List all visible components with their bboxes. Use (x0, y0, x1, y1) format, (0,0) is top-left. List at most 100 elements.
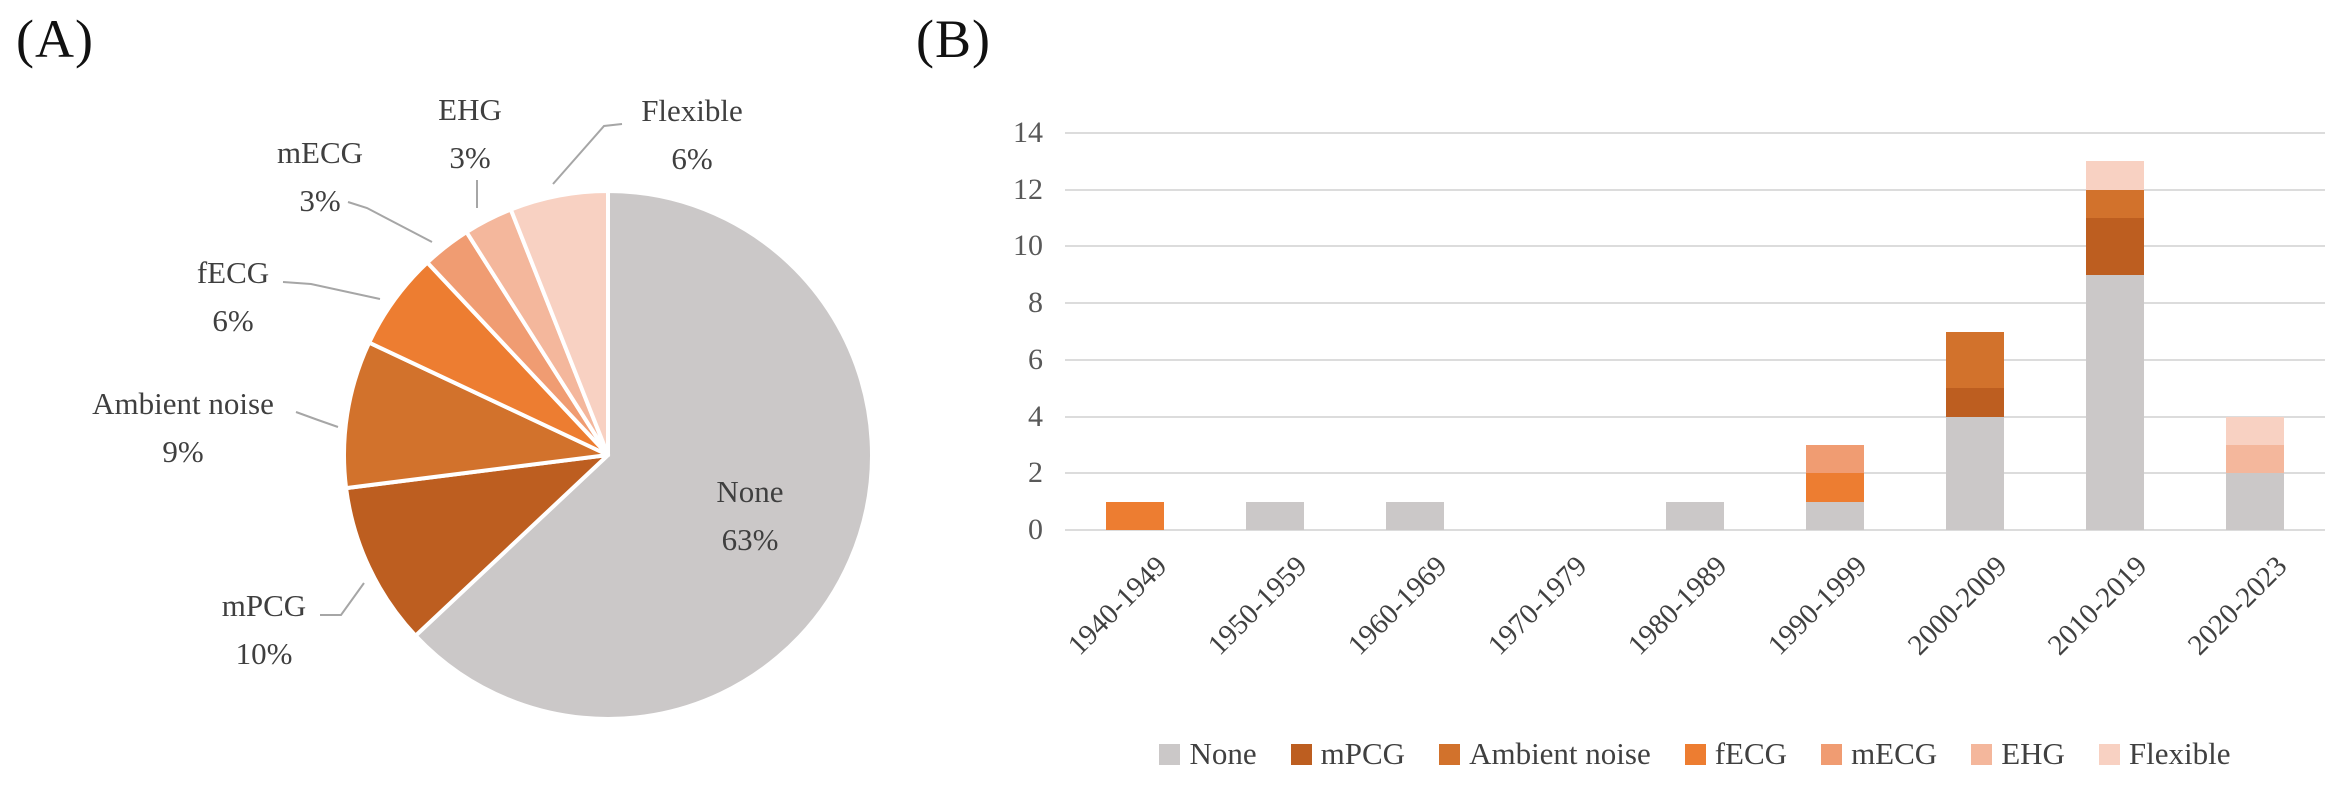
pie-label-fecg: fECG 6% (83, 249, 383, 345)
pie-slice-mpcg (344, 453, 610, 638)
gridline-y-12 (1065, 188, 2325, 191)
x-axis-tick-1940-1949: 1940-1949 (1062, 550, 1174, 662)
y-axis-tick-14: 14 (1013, 116, 1043, 149)
legend-label: Flexible (2128, 736, 2231, 771)
bar-1950-1959 (1246, 501, 1304, 530)
bar-2020-2023 (2226, 416, 2284, 530)
bar-1990-1999 (1806, 444, 1864, 530)
legend-swatch-ehg (1971, 743, 1993, 765)
bar-1960-1969 (1386, 501, 1444, 530)
legend-swatch-mpcg (1290, 743, 1312, 765)
gridline-y-8 (1065, 302, 2325, 305)
bar-chart-legend: None mPCG Ambient noise fECG mECG EHG Flexible (1065, 736, 2325, 772)
pie-label-percent: 6% (671, 141, 713, 176)
pie-leader-line-ambient-noise (295, 411, 339, 428)
bar-segment-2000-2009-mpcg (1946, 388, 2004, 417)
pie-label-name: fECG (196, 255, 270, 290)
y-axis-tick-12: 12 (1013, 172, 1043, 206)
gridline-y-14 (1065, 132, 2325, 134)
legend-item-fecg: fECG (1684, 736, 1788, 772)
bar-segment-2010-2019-flexible (2086, 161, 2144, 190)
pie-label-name: EHG (438, 92, 502, 127)
pie-label-name: mECG (276, 135, 364, 170)
legend-item-ehg: EHG (1971, 736, 2065, 772)
pie-label-name: mPCG (221, 588, 307, 623)
bar-segment-1990-1999-fecg (1806, 473, 1864, 502)
pie-leader-line-mecg (347, 201, 433, 243)
pie-label-percent: 63% (721, 522, 779, 557)
legend-swatch-ambient-noise (1439, 743, 1461, 765)
y-axis-tick-8: 8 (1028, 286, 1043, 320)
legend-swatch-fecg (1684, 743, 1706, 765)
pie-label-percent: 6% (212, 303, 254, 338)
legend-item-flexible: Flexible (2098, 736, 2231, 772)
bar-1940-1949 (1106, 501, 1164, 530)
pie-slice-ambient-noise (342, 340, 610, 491)
legend-label: fECG (1714, 736, 1788, 771)
pie-label-percent: 3% (449, 140, 491, 175)
legend-label: mECG (1851, 736, 1938, 771)
bar-segment-2020-2023-none (2226, 473, 2284, 530)
bar-2010-2019 (2086, 161, 2144, 530)
pie-leader-line-fecg (282, 281, 381, 300)
legend-item-ambient-noise: Ambient noise (1439, 736, 1651, 772)
bar-segment-2020-2023-flexible (2226, 416, 2284, 445)
pie-leader-line-mpcg (320, 582, 365, 616)
gridline-y-10 (1065, 245, 2325, 248)
legend-label: EHG (2001, 736, 2065, 771)
panel-a-label: (A) (16, 9, 94, 69)
legend-swatch-flexible (2098, 743, 2120, 765)
x-axis-tick-1990-1999: 1990-1999 (1762, 550, 1874, 662)
x-axis-tick-1980-1989: 1980-1989 (1622, 550, 1734, 662)
bar-segment-2010-2019-ambient-noise (2086, 189, 2144, 219)
pie-label-percent: 3% (299, 183, 341, 218)
panel-b-label: (B) (916, 9, 991, 69)
x-axis-tick-2020-2023: 2020-2023 (2182, 550, 2294, 662)
bar-segment-2000-2009-none (1946, 416, 2004, 530)
bar-segment-1940-1949-fecg (1106, 501, 1164, 530)
pie-label-name: None (716, 474, 784, 509)
x-axis-tick-1970-1979: 1970-1979 (1482, 550, 1594, 662)
legend-item-none: None (1159, 736, 1257, 772)
x-axis-tick-1950-1959: 1950-1959 (1202, 550, 1314, 662)
pie-chart (282, 123, 874, 721)
gridline-y-6 (1065, 358, 2325, 361)
y-axis-tick-2: 2 (1028, 456, 1043, 490)
legend-item-mecg: mECG (1821, 736, 1937, 772)
pie-label-mpcg: mPCG 10% (114, 582, 414, 678)
pie-leader-line-flexible (552, 123, 623, 185)
x-axis-tick-1960-1969: 1960-1969 (1342, 550, 1454, 662)
y-axis-tick-10: 10 (1013, 229, 1043, 263)
pie-label-ehg: EHG 3% (320, 86, 620, 182)
pie-label-mecg: mECG 3% (170, 129, 470, 225)
legend-label: None (1189, 736, 1257, 771)
bar-segment-1990-1999-none (1806, 501, 1864, 530)
legend-label: Ambient noise (1469, 736, 1651, 771)
bar-segment-1990-1999-mecg (1806, 444, 1864, 474)
pie-label-ambient-noise: Ambient noise 9% (33, 380, 333, 476)
gridline-y-2 (1065, 472, 2325, 475)
bar-2000-2009 (1946, 331, 2004, 530)
pie-label-flexible: Flexible 6% (542, 87, 842, 183)
bar-segment-1960-1969-none (1386, 501, 1444, 530)
pie-label-name: Ambient noise (92, 386, 274, 421)
legend-item-mpcg: mPCG (1290, 736, 1406, 772)
pie-label-none: None 63% (600, 468, 900, 564)
legend-swatch-none (1159, 743, 1181, 765)
gridline-y-4 (1065, 415, 2325, 418)
bar-1980-1989 (1666, 501, 1724, 530)
pie-label-name: Flexible (641, 93, 743, 128)
bar-segment-2000-2009-ambient-noise (1946, 331, 2004, 389)
y-axis-tick-0: 0 (1028, 513, 1043, 546)
bar-segment-2020-2023-ehg (2226, 444, 2284, 474)
pie-slice-none (413, 189, 874, 721)
gridline-y-0 (1065, 529, 2325, 531)
bar-segment-2010-2019-mpcg (2086, 218, 2144, 275)
legend-label: mPCG (1320, 736, 1406, 771)
bar-segment-2010-2019-none (2086, 274, 2144, 530)
pie-label-percent: 10% (235, 636, 293, 671)
pie-slice-flexible (508, 189, 610, 457)
x-axis-tick-2010-2019: 2010-2019 (2042, 550, 2154, 662)
pie-label-percent: 9% (162, 434, 204, 469)
